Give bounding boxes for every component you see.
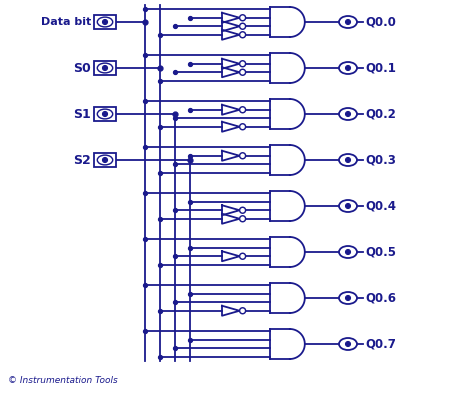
Text: Q0.6: Q0.6	[365, 292, 396, 305]
Ellipse shape	[339, 154, 357, 166]
Text: © Instrumentation Tools: © Instrumentation Tools	[8, 376, 118, 385]
Circle shape	[239, 207, 246, 213]
Text: S0: S0	[73, 61, 91, 75]
Text: S1: S1	[73, 108, 91, 121]
Bar	[94, 61, 116, 75]
Text: Q0.5: Q0.5	[365, 246, 396, 259]
Circle shape	[239, 124, 246, 130]
Ellipse shape	[97, 63, 113, 73]
Ellipse shape	[339, 108, 357, 120]
Bar	[94, 107, 116, 121]
Circle shape	[102, 112, 108, 116]
Text: S2: S2	[73, 154, 91, 167]
Ellipse shape	[97, 17, 113, 27]
Text: Q0.7: Q0.7	[365, 338, 396, 351]
Text: Q0.0: Q0.0	[365, 15, 396, 29]
Circle shape	[239, 107, 246, 113]
Ellipse shape	[97, 155, 113, 165]
Text: Q0.4: Q0.4	[365, 200, 396, 213]
Circle shape	[346, 296, 350, 301]
Ellipse shape	[339, 338, 357, 350]
Bar	[94, 15, 116, 29]
Circle shape	[239, 69, 246, 75]
Circle shape	[346, 20, 350, 24]
Circle shape	[239, 253, 246, 259]
Ellipse shape	[339, 246, 357, 258]
Circle shape	[346, 342, 350, 347]
Ellipse shape	[339, 62, 357, 74]
Circle shape	[239, 32, 246, 38]
Text: Data bit: Data bit	[41, 17, 91, 27]
Circle shape	[102, 20, 108, 24]
Text: Q0.3: Q0.3	[365, 154, 396, 167]
Ellipse shape	[339, 200, 357, 212]
Circle shape	[346, 112, 350, 116]
Circle shape	[239, 216, 246, 222]
Circle shape	[346, 66, 350, 70]
Ellipse shape	[97, 109, 113, 119]
Circle shape	[102, 158, 108, 163]
Circle shape	[102, 66, 108, 70]
Circle shape	[239, 153, 246, 159]
Circle shape	[239, 23, 246, 29]
Ellipse shape	[339, 292, 357, 304]
Circle shape	[346, 250, 350, 255]
Ellipse shape	[339, 16, 357, 28]
Text: Q0.1: Q0.1	[365, 61, 396, 75]
Circle shape	[239, 15, 246, 21]
Circle shape	[239, 308, 246, 314]
Circle shape	[346, 158, 350, 162]
Circle shape	[346, 204, 350, 209]
Text: Q0.2: Q0.2	[365, 108, 396, 121]
Circle shape	[239, 61, 246, 67]
Bar	[94, 153, 116, 167]
